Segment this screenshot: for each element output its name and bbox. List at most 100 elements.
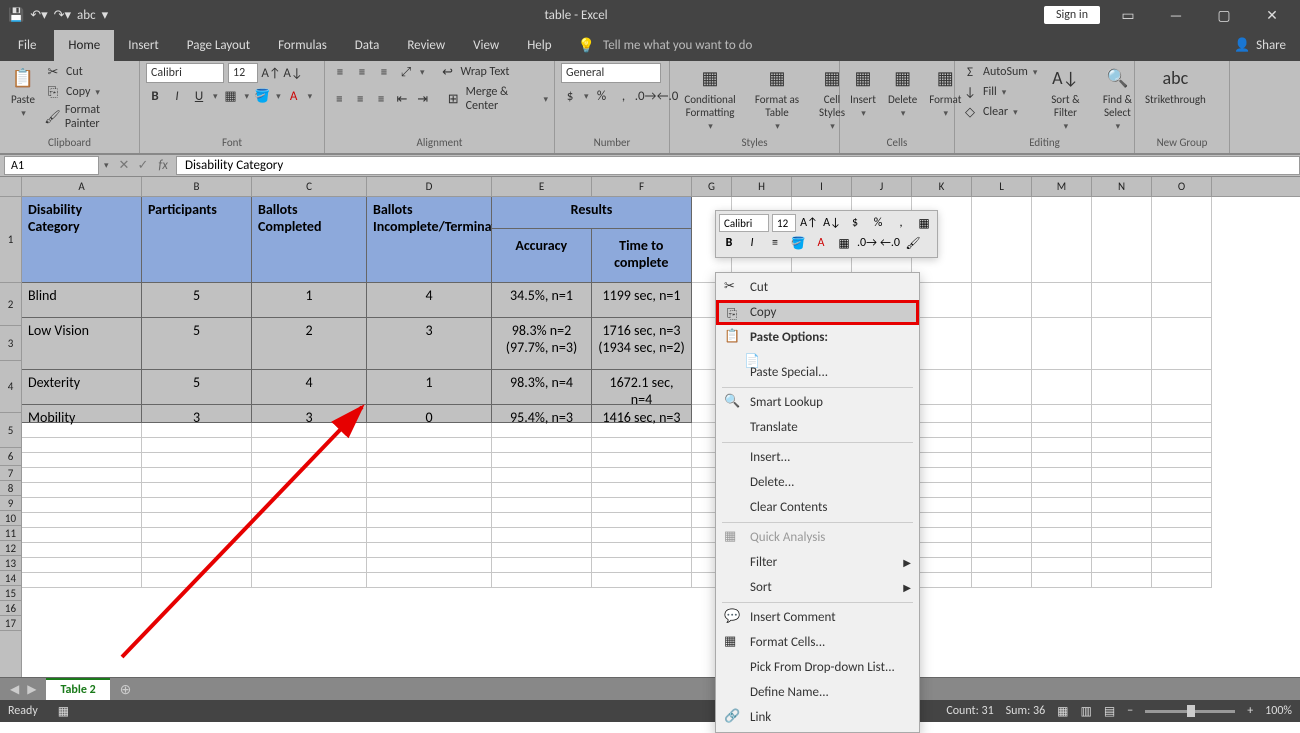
select-all-corner[interactable] <box>0 177 21 197</box>
mini-decimal-dec-icon[interactable]: ←.0 <box>880 234 900 252</box>
tab-insert[interactable]: Insert <box>114 30 173 61</box>
view-break-icon[interactable]: ▤ <box>1104 704 1115 719</box>
record-macro-icon[interactable]: ▦ <box>58 704 69 719</box>
cell[interactable] <box>912 423 972 438</box>
bold-button[interactable]: B <box>146 87 164 105</box>
cell[interactable] <box>22 423 142 438</box>
cell[interactable] <box>142 543 252 558</box>
cell[interactable] <box>592 513 692 528</box>
font-color-icon[interactable]: A <box>285 87 303 105</box>
cell[interactable] <box>592 528 692 543</box>
cell[interactable] <box>22 438 142 453</box>
cell[interactable] <box>252 573 367 588</box>
cell[interactable] <box>367 423 492 438</box>
row-header[interactable]: 2 <box>0 283 21 326</box>
format-painter-button[interactable]: 🖌Format Painter <box>44 103 133 131</box>
tab-home[interactable]: Home <box>54 30 114 61</box>
cell[interactable] <box>912 558 972 573</box>
mini-increase-font-icon[interactable]: A↑ <box>799 214 819 232</box>
row-header[interactable]: 6 <box>0 448 21 466</box>
cell[interactable] <box>142 483 252 498</box>
cell[interactable] <box>367 483 492 498</box>
cell[interactable] <box>1092 453 1152 468</box>
cell[interactable]: Dexterity <box>22 370 142 405</box>
tab-help[interactable]: Help <box>513 30 565 61</box>
cell[interactable] <box>1092 483 1152 498</box>
formula-input[interactable]: Disability Category <box>176 156 1300 175</box>
cell[interactable] <box>492 543 592 558</box>
cell[interactable] <box>1152 318 1212 370</box>
ctx-insert-comment[interactable]: 💬Insert Comment <box>716 605 919 630</box>
font-size-select[interactable]: 12 <box>228 63 258 83</box>
cell[interactable]: Ballots Incomplete/Terminated <box>367 197 492 283</box>
mini-decimal-inc-icon[interactable]: .0→ <box>857 234 877 252</box>
cell[interactable]: 1672.1 sec, n=4 <box>592 370 692 405</box>
cell[interactable] <box>492 558 592 573</box>
currency-icon[interactable]: $ <box>561 87 579 105</box>
mini-fill-icon[interactable]: 🪣 <box>788 234 808 252</box>
format-table-button[interactable]: ▦Format as Table▾ <box>748 63 806 134</box>
cell[interactable] <box>592 423 692 438</box>
mini-currency-icon[interactable]: $ <box>845 214 865 232</box>
cell[interactable] <box>492 513 592 528</box>
cell[interactable] <box>22 543 142 558</box>
row-header[interactable]: 13 <box>0 556 21 571</box>
cell[interactable]: 4 <box>252 370 367 405</box>
tab-next-icon[interactable]: ▶ <box>27 682 36 697</box>
cell[interactable] <box>972 558 1032 573</box>
cell[interactable] <box>912 370 972 405</box>
col-header[interactable]: A <box>22 177 142 196</box>
align-bottom-icon[interactable]: ≡ <box>375 63 393 81</box>
col-header[interactable]: H <box>732 177 792 196</box>
cell[interactable]: 98.3% n=2 (97.7%, n=3) <box>492 318 592 370</box>
cell[interactable] <box>252 423 367 438</box>
cell[interactable] <box>592 498 692 513</box>
cell[interactable] <box>142 468 252 483</box>
mini-percent-icon[interactable]: % <box>868 214 888 232</box>
cell[interactable] <box>1032 468 1092 483</box>
cell[interactable] <box>367 573 492 588</box>
ctx-insert[interactable]: Insert... <box>716 445 919 470</box>
clear-button[interactable]: ◇Clear▾ <box>961 103 1037 121</box>
minimize-icon[interactable]: — <box>1156 7 1196 24</box>
mini-decrease-font-icon[interactable]: A↓ <box>822 214 842 232</box>
row-header[interactable]: 3 <box>0 326 21 361</box>
cell[interactable]: 95.4%, n=3 <box>492 405 592 423</box>
col-header[interactable]: I <box>792 177 852 196</box>
cell[interactable] <box>1152 423 1212 438</box>
tab-view[interactable]: View <box>459 30 513 61</box>
cell[interactable] <box>1032 453 1092 468</box>
cell[interactable] <box>912 498 972 513</box>
cell[interactable] <box>912 405 972 423</box>
cell[interactable] <box>1152 468 1212 483</box>
cell[interactable] <box>1092 370 1152 405</box>
cell[interactable] <box>912 453 972 468</box>
tab-data[interactable]: Data <box>341 30 394 61</box>
cell[interactable] <box>1032 423 1092 438</box>
ctx-translate[interactable]: Translate <box>716 415 919 440</box>
col-header[interactable]: M <box>1032 177 1092 196</box>
col-header[interactable]: G <box>692 177 732 196</box>
cell[interactable] <box>22 453 142 468</box>
cell[interactable] <box>1152 453 1212 468</box>
border-icon[interactable]: ▦ <box>222 87 240 105</box>
cell[interactable] <box>1032 528 1092 543</box>
cell[interactable] <box>912 318 972 370</box>
cell[interactable] <box>252 468 367 483</box>
cell[interactable]: Blind <box>22 283 142 318</box>
cell[interactable]: Participants <box>142 197 252 283</box>
close-icon[interactable]: ✕ <box>1252 7 1292 24</box>
cancel-formula-icon[interactable]: ✕ <box>119 158 130 173</box>
ctx-format-cells[interactable]: ▦Format Cells... <box>716 630 919 655</box>
align-left-icon[interactable]: ≡ <box>331 90 348 108</box>
col-header[interactable]: K <box>912 177 972 196</box>
cell[interactable] <box>1032 438 1092 453</box>
mini-comma-icon[interactable]: , <box>891 214 911 232</box>
cell[interactable] <box>912 513 972 528</box>
strikethrough-button[interactable]: abcStrikethrough <box>1141 63 1210 108</box>
row-header[interactable]: 5 <box>0 413 21 448</box>
ctx-link[interactable]: 🔗Link <box>716 705 919 730</box>
mini-align-icon[interactable]: ≡ <box>765 234 785 252</box>
cell[interactable] <box>592 453 692 468</box>
cell[interactable] <box>1152 197 1212 283</box>
